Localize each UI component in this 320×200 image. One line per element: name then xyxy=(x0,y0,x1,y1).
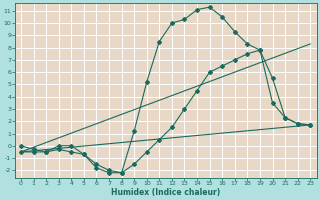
X-axis label: Humidex (Indice chaleur): Humidex (Indice chaleur) xyxy=(111,188,220,197)
